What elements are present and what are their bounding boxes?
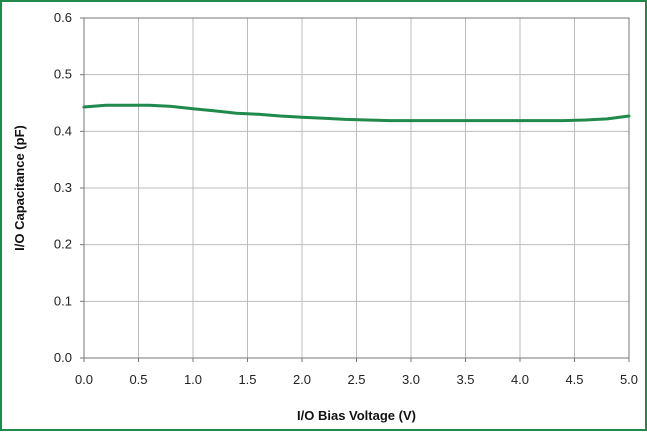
x-tick-label: 3.0 <box>402 372 420 387</box>
x-tick-label: 3.5 <box>456 372 474 387</box>
x-tick-label: 0.5 <box>129 372 147 387</box>
y-tick-label: 0.4 <box>54 123 72 138</box>
x-axis-label: I/O Bias Voltage (V) <box>297 408 416 423</box>
y-tick-label: 0.2 <box>54 237 72 252</box>
y-tick-label: 0.0 <box>54 350 72 365</box>
x-tick-label: 2.0 <box>293 372 311 387</box>
series-group <box>82 103 631 123</box>
x-tick-label: 4.5 <box>565 372 583 387</box>
capacitance-series-line <box>82 103 631 123</box>
x-tick-label: 0.0 <box>75 372 93 387</box>
plot-area-border <box>83 17 630 359</box>
y-tick-label: 0.1 <box>54 293 72 308</box>
x-tick-label: 1.0 <box>184 372 202 387</box>
y-tick-label: 0.5 <box>54 67 72 82</box>
y-tick-labels: 0.0 0.1 0.2 0.3 0.4 0.5 0.6 <box>54 10 72 365</box>
x-tick-label: 5.0 <box>620 372 638 387</box>
axes <box>80 17 630 362</box>
y-axis-label: I/O Capacitance (pF) <box>12 125 27 251</box>
y-tick-label: 0.3 <box>54 180 72 195</box>
y-tick-label: 0.6 <box>54 10 72 25</box>
x-tick-label: 4.0 <box>511 372 529 387</box>
x-tick-label: 1.5 <box>238 372 256 387</box>
x-tick-labels: 0.0 0.5 1.0 1.5 2.0 2.5 3.0 3.5 4.0 4.5 5.0 <box>75 372 638 387</box>
grid <box>83 17 630 359</box>
x-tick-label: 2.5 <box>347 372 365 387</box>
